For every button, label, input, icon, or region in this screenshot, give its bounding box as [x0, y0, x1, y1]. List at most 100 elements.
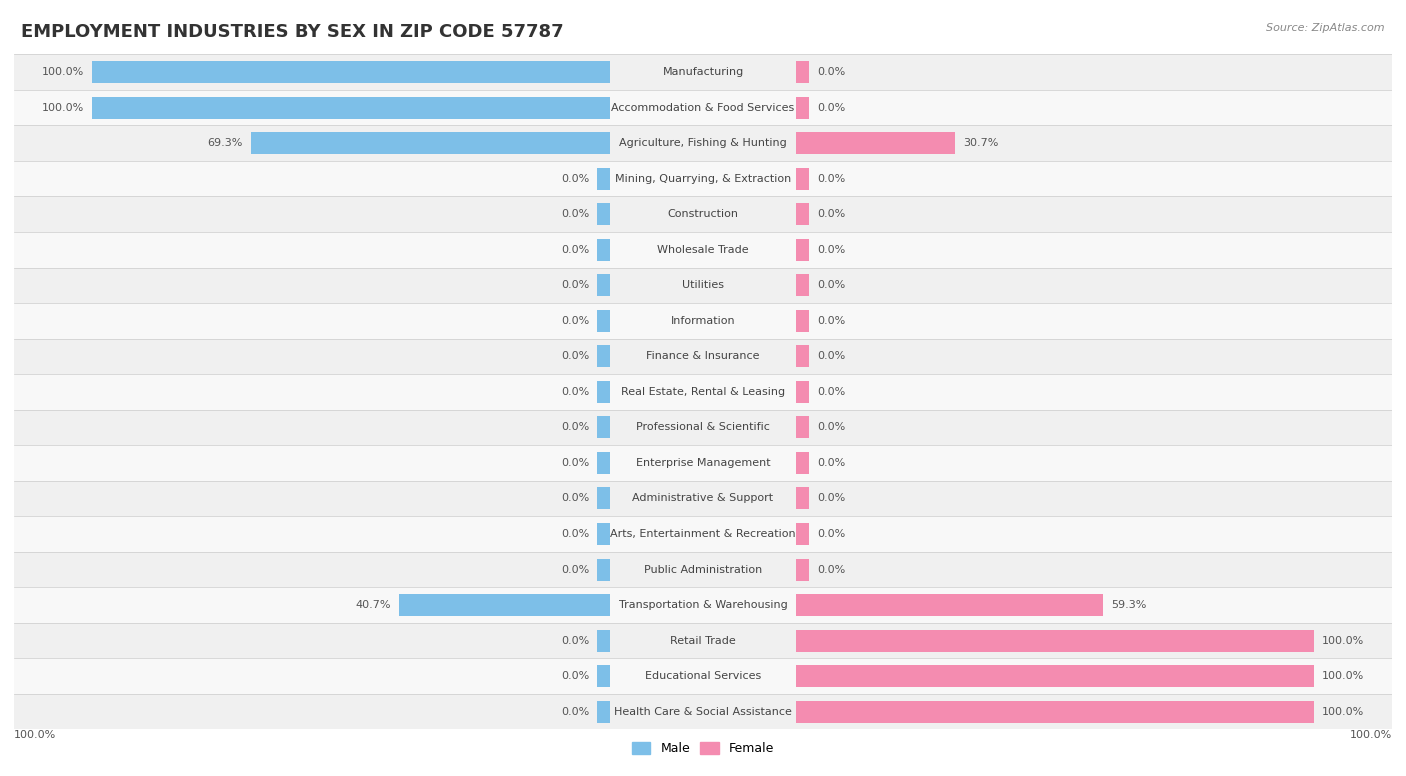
Text: Manufacturing: Manufacturing: [662, 67, 744, 77]
Bar: [796, 629, 1315, 652]
Text: 0.0%: 0.0%: [561, 352, 589, 362]
Text: Utilities: Utilities: [682, 280, 724, 290]
Text: 100.0%: 100.0%: [1322, 707, 1364, 717]
Bar: [596, 701, 610, 722]
Bar: [796, 345, 810, 367]
Text: Educational Services: Educational Services: [645, 671, 761, 681]
Text: 100.0%: 100.0%: [1322, 671, 1364, 681]
Text: Professional & Scientific: Professional & Scientific: [636, 422, 770, 432]
Bar: [796, 239, 810, 261]
Text: 0.0%: 0.0%: [817, 529, 845, 539]
Text: Source: ZipAtlas.com: Source: ZipAtlas.com: [1267, 23, 1385, 33]
Text: 0.0%: 0.0%: [561, 422, 589, 432]
Bar: [596, 559, 610, 580]
Bar: [596, 274, 610, 296]
Bar: [796, 417, 810, 438]
Text: Administrative & Support: Administrative & Support: [633, 494, 773, 504]
Text: EMPLOYMENT INDUSTRIES BY SEX IN ZIP CODE 57787: EMPLOYMENT INDUSTRIES BY SEX IN ZIP CODE…: [21, 23, 564, 41]
Bar: [14, 161, 1392, 196]
Text: 0.0%: 0.0%: [817, 174, 845, 184]
Bar: [14, 54, 1392, 90]
Text: Real Estate, Rental & Leasing: Real Estate, Rental & Leasing: [621, 387, 785, 397]
Text: 69.3%: 69.3%: [208, 138, 243, 148]
Bar: [250, 132, 610, 154]
Bar: [14, 90, 1392, 126]
Text: Agriculture, Fishing & Hunting: Agriculture, Fishing & Hunting: [619, 138, 787, 148]
Text: 0.0%: 0.0%: [561, 458, 589, 468]
Bar: [14, 268, 1392, 303]
Bar: [596, 203, 610, 225]
Bar: [14, 480, 1392, 516]
Text: 0.0%: 0.0%: [561, 387, 589, 397]
Bar: [91, 61, 610, 83]
Bar: [796, 61, 810, 83]
Text: 100.0%: 100.0%: [1350, 730, 1392, 740]
Text: Enterprise Management: Enterprise Management: [636, 458, 770, 468]
Text: 100.0%: 100.0%: [42, 102, 84, 113]
Bar: [14, 374, 1392, 410]
Bar: [796, 701, 1315, 722]
Bar: [596, 345, 610, 367]
Text: Construction: Construction: [668, 210, 738, 219]
Text: 0.0%: 0.0%: [561, 671, 589, 681]
Bar: [796, 168, 810, 189]
Text: 0.0%: 0.0%: [561, 280, 589, 290]
Bar: [14, 126, 1392, 161]
Text: Finance & Insurance: Finance & Insurance: [647, 352, 759, 362]
Bar: [596, 168, 610, 189]
Bar: [596, 417, 610, 438]
Bar: [596, 523, 610, 545]
Bar: [14, 587, 1392, 623]
Bar: [796, 203, 810, 225]
Bar: [399, 594, 610, 616]
Bar: [796, 132, 955, 154]
Bar: [596, 310, 610, 332]
Text: Information: Information: [671, 316, 735, 326]
Text: 40.7%: 40.7%: [356, 600, 391, 610]
Bar: [14, 196, 1392, 232]
Text: 59.3%: 59.3%: [1111, 600, 1146, 610]
Bar: [596, 381, 610, 403]
Bar: [796, 594, 1104, 616]
Bar: [596, 629, 610, 652]
Text: 0.0%: 0.0%: [817, 494, 845, 504]
Text: 0.0%: 0.0%: [817, 458, 845, 468]
Text: 0.0%: 0.0%: [561, 707, 589, 717]
Bar: [14, 303, 1392, 338]
Text: Wholesale Trade: Wholesale Trade: [657, 244, 749, 255]
Bar: [14, 552, 1392, 587]
Text: 100.0%: 100.0%: [42, 67, 84, 77]
Bar: [14, 694, 1392, 729]
Bar: [596, 665, 610, 688]
Text: 0.0%: 0.0%: [817, 280, 845, 290]
Text: 0.0%: 0.0%: [817, 67, 845, 77]
Text: 100.0%: 100.0%: [14, 730, 56, 740]
Text: Public Administration: Public Administration: [644, 565, 762, 574]
Text: 0.0%: 0.0%: [561, 210, 589, 219]
Bar: [796, 523, 810, 545]
Bar: [796, 452, 810, 474]
Text: 0.0%: 0.0%: [817, 102, 845, 113]
Text: 0.0%: 0.0%: [561, 494, 589, 504]
Text: Retail Trade: Retail Trade: [671, 636, 735, 646]
Text: 0.0%: 0.0%: [561, 565, 589, 574]
Bar: [14, 658, 1392, 694]
Bar: [796, 274, 810, 296]
Bar: [796, 381, 810, 403]
Text: 0.0%: 0.0%: [817, 565, 845, 574]
Legend: Male, Female: Male, Female: [627, 737, 779, 760]
Bar: [14, 410, 1392, 445]
Bar: [91, 96, 610, 119]
Bar: [796, 559, 810, 580]
Bar: [796, 487, 810, 510]
Text: Transportation & Warehousing: Transportation & Warehousing: [619, 600, 787, 610]
Text: 0.0%: 0.0%: [561, 244, 589, 255]
Bar: [596, 239, 610, 261]
Text: 100.0%: 100.0%: [1322, 636, 1364, 646]
Text: 0.0%: 0.0%: [817, 352, 845, 362]
Bar: [796, 96, 810, 119]
Text: 0.0%: 0.0%: [817, 387, 845, 397]
Text: 0.0%: 0.0%: [561, 529, 589, 539]
Text: Mining, Quarrying, & Extraction: Mining, Quarrying, & Extraction: [614, 174, 792, 184]
Text: Health Care & Social Assistance: Health Care & Social Assistance: [614, 707, 792, 717]
